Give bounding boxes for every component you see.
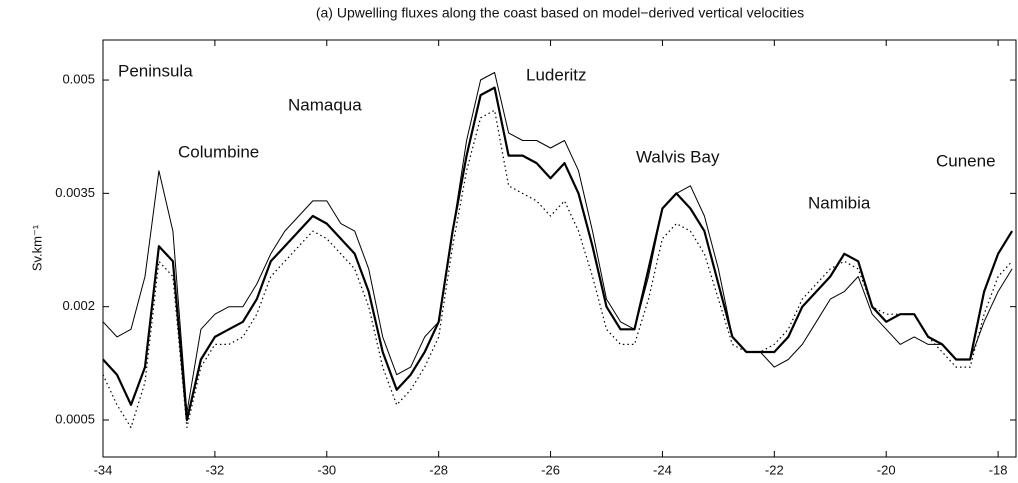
y-tick-label: 0.002 (62, 298, 95, 313)
chart-title: (a) Upwelling fluxes along the coast bas… (316, 5, 804, 21)
x-tick-label: -24 (653, 462, 672, 477)
x-tick-label: -20 (877, 462, 896, 477)
annotation: Namaqua (288, 95, 362, 114)
x-tick-label: -28 (429, 462, 448, 477)
annotation: Namibia (808, 193, 871, 212)
series-line (102, 72, 1013, 413)
y-tick-label: 0.005 (62, 71, 95, 86)
x-tick-label: -26 (541, 462, 560, 477)
annotation: Walvis Bay (636, 147, 720, 166)
x-tick-label: -32 (205, 462, 224, 477)
x-tick-label: -34 (94, 462, 113, 477)
x-tick-label: -30 (317, 462, 336, 477)
y-axis-label: Sv.km⁻¹ (29, 224, 44, 271)
annotation: Columbine (178, 142, 259, 161)
y-tick-label: 0.0035 (55, 185, 95, 200)
y-tick-label: 0.0005 (55, 411, 95, 426)
plot-frame (102, 39, 1017, 458)
annotation: Cunene (936, 151, 996, 170)
series-line (102, 86, 1014, 422)
x-tick-label: -18 (989, 462, 1008, 477)
x-tick-label: -22 (765, 462, 784, 477)
annotation: Luderitz (526, 65, 586, 84)
annotation: Peninsula (118, 61, 193, 80)
